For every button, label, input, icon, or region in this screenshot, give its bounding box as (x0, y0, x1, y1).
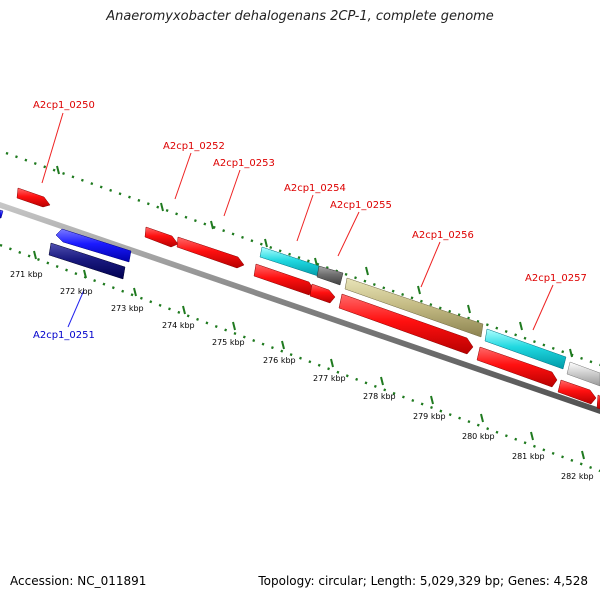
leader-lines (41, 112, 554, 331)
scale-label: 274 kbp (162, 321, 195, 330)
gene-label: A2cp1_0251 (33, 330, 95, 341)
page-title: Anaeromyxobacter dehalogenans 2CP-1, com… (106, 9, 494, 24)
gene-reverse-navy[interactable] (48, 242, 126, 280)
gene-a2cp1-0258[interactable] (566, 361, 600, 387)
gene-label: A2cp1_0250 (33, 100, 95, 111)
gene-reverse-edge[interactable] (0, 209, 4, 219)
scale-labels: 271 kbp 272 kbp 273 kbp 274 kbp 275 kbp … (10, 270, 594, 481)
scale-label: 282 kbp (561, 472, 594, 481)
scale-label: 276 kbp (263, 356, 296, 365)
lower-tick-track (0, 243, 600, 473)
gene-a2cp1-0257[interactable] (484, 328, 567, 370)
scale-label: 279 kbp (413, 412, 446, 421)
major-ticks (33, 165, 585, 460)
scale-label: 278 kbp (363, 392, 396, 401)
genome-backbone (0, 202, 600, 414)
scale-label: 272 kbp (60, 287, 93, 296)
gene-label: A2cp1_0255 (330, 200, 392, 211)
gene-label: A2cp1_0254 (284, 183, 346, 194)
gene-forward-row2-c[interactable] (338, 293, 474, 355)
gene-a2cp1-0252[interactable] (144, 226, 179, 248)
gene-a2cp1-0253[interactable] (176, 236, 245, 269)
gene-label: A2cp1_0257 (525, 273, 587, 284)
gene-forward-row2-d[interactable] (476, 346, 558, 388)
gene-a2cp1-0255[interactable] (316, 265, 344, 286)
scale-label: 281 kbp (512, 452, 545, 461)
gene-labels: A2cp1_0250 A2cp1_0252 A2cp1_0253 A2cp1_0… (33, 100, 587, 341)
scale-label: 271 kbp (10, 270, 43, 279)
genome-summary-text: Topology: circular; Length: 5,029,329 bp… (258, 574, 588, 588)
accession-text: Accession: NC_011891 (10, 574, 147, 588)
scale-label: 273 kbp (111, 304, 144, 313)
gene-label: A2cp1_0252 (163, 141, 225, 152)
scale-label: 277 kbp (313, 374, 346, 383)
gene-label: A2cp1_0256 (412, 230, 474, 241)
gene-a2cp1-0251[interactable] (55, 228, 132, 263)
gene-forward-row2-e[interactable] (557, 379, 597, 405)
scale-label: 280 kbp (462, 432, 495, 441)
gene-label: A2cp1_0253 (213, 158, 275, 169)
gene-a2cp1-0250[interactable] (16, 187, 51, 208)
gene-forward-row2-f[interactable] (596, 394, 600, 410)
scale-label: 275 kbp (212, 338, 245, 347)
gene-forward-row2-b[interactable] (309, 283, 336, 304)
gene-a2cp1-0256[interactable] (344, 277, 484, 338)
